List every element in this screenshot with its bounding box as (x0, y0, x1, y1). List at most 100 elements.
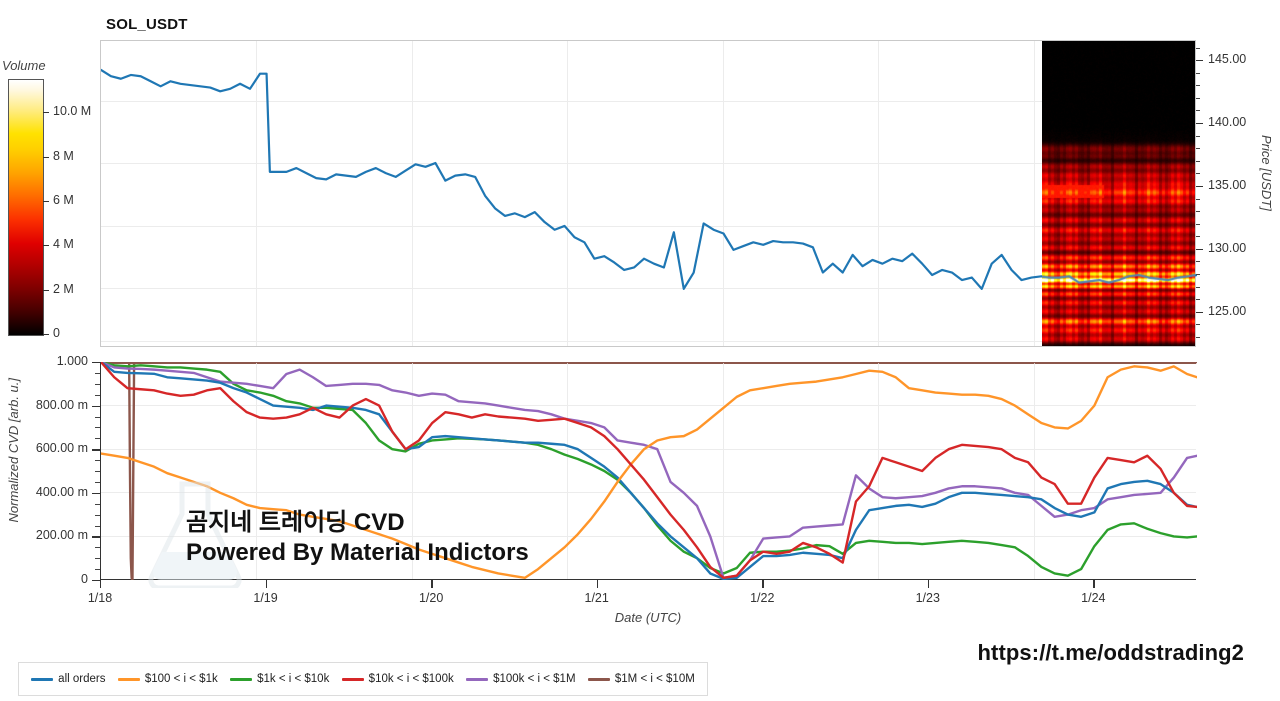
cvd-tick-minor (95, 438, 100, 440)
legend-swatch-icon (230, 677, 253, 681)
date-tick (1093, 580, 1095, 588)
price-tick-major (1196, 248, 1203, 250)
legend-label: all orders (58, 673, 106, 685)
cvd-tick-minor (95, 427, 100, 429)
orderbook-heatmap (1042, 41, 1195, 346)
price-tick-minor (1196, 72, 1200, 74)
price-tick-minor (1196, 274, 1200, 276)
cvd-tick-label: 600.00 m (35, 441, 88, 456)
colorbar-gradient (8, 79, 44, 336)
date-tick (596, 580, 599, 588)
legend-label: $100k < i < $1M (493, 673, 576, 685)
date-tick (265, 580, 267, 588)
date-tick-label: 1/18 (87, 591, 113, 605)
series--100k-i-1m (101, 362, 1197, 580)
legend-swatch-icon (31, 677, 54, 681)
legend-item-0[interactable]: all orders (31, 673, 105, 685)
price-tick-minor (1196, 110, 1200, 112)
price-tick-minor (1196, 211, 1200, 213)
legend-swatch-icon (587, 677, 610, 681)
price-tick-minor (1196, 236, 1200, 238)
cvd-lines (101, 362, 1197, 580)
legend-item-1[interactable]: $100 < i < $1k (117, 673, 218, 685)
date-tick (762, 580, 764, 588)
cvd-y-axis-title: Normalized CVD [arb. u.] (6, 378, 21, 523)
legend-swatch-icon (341, 677, 364, 681)
series--10k-i-100k (101, 362, 1197, 580)
price-tick-major (1196, 60, 1203, 62)
series--1m-i-10m (101, 362, 1197, 580)
cvd-tick-major (92, 492, 100, 495)
date-tick-label: 1/23 (915, 591, 940, 605)
watermark-line1: 곰지네 트레이딩 CVD (186, 509, 405, 536)
price-tick-minor (1196, 173, 1200, 175)
date-tick-label: 1/20 (418, 591, 444, 605)
cvd-tick-minor (95, 383, 100, 385)
watermark-line2: Powered By Material Indictors (186, 539, 529, 566)
price-tick-minor (1196, 47, 1200, 49)
price-tick-label: 135.00 (1208, 177, 1247, 192)
colorbar-tick (43, 112, 49, 114)
legend-item-2[interactable]: $1k < i < $10k (230, 673, 329, 685)
price-tick-minor (1196, 148, 1200, 150)
price-tick-label: 125.00 (1208, 303, 1247, 318)
colorbar-tick-label: 8 M (53, 148, 74, 163)
colorbar-tick (43, 200, 49, 202)
colorbar-tick-label: 6 M (53, 192, 74, 207)
telegram-url[interactable]: https://t.me/oddstrading2 (977, 640, 1244, 665)
colorbar-tick-label: 0 (53, 326, 60, 340)
cvd-tick-major (92, 405, 100, 407)
date-tick-label: 1/21 (584, 591, 609, 605)
price-axis-title: Price [USDT] (1259, 135, 1274, 211)
colorbar-tick (43, 289, 49, 291)
date-tick (100, 580, 102, 588)
cvd-x-axis-title: Date (UTC) (614, 610, 682, 625)
legend-label: $1M < i < $10M (614, 673, 695, 685)
price-tick-minor (1196, 97, 1200, 99)
colorbar-tick-label: 2 M (53, 281, 74, 296)
legend-item-4[interactable]: $100k < i < $1M (466, 673, 576, 685)
legend-item-3[interactable]: $10k < i < $100k (341, 673, 454, 685)
cvd-tick-minor (95, 525, 100, 527)
colorbar-tick (43, 245, 49, 247)
series-all-orders (101, 362, 1197, 580)
price-tick-major (1196, 185, 1203, 187)
legend-label: $1k < i < $10k (257, 673, 330, 685)
cvd-tick-label: 400.00 m (35, 484, 88, 499)
cvd-tick-minor (95, 503, 100, 505)
watermark-text: 곰지네 트레이딩 CVD Powered By Material Indicto… (186, 508, 529, 568)
price-tick-label: 140.00 (1208, 115, 1247, 130)
colorbar-tick-label: 4 M (53, 237, 74, 252)
date-tick-label: 1/19 (253, 591, 278, 605)
colorbar-tick (43, 156, 49, 158)
cvd-tick-minor (95, 514, 100, 516)
price-tick-minor (1196, 299, 1200, 301)
cvd-tick-major (92, 449, 100, 451)
legend-swatch-icon (466, 677, 489, 681)
date-tick (927, 580, 930, 588)
price-tick-minor (1196, 135, 1200, 137)
cvd-tick-label: 800.00 m (35, 397, 88, 412)
volume-colorbar: Volume 10.0 M 8 M 6 M 4 M 2 M 0 (0, 58, 96, 340)
price-tick-minor (1196, 261, 1200, 263)
price-chart (100, 40, 1197, 347)
chart-legend: all orders $100 < i < $1k $1k < i < $10k $1… (18, 662, 708, 696)
price-axis: 145.00 140.00 135.00 130.00 125.00 Price [US… (1196, 40, 1280, 347)
price-tick-minor (1196, 160, 1200, 162)
series--100-i-1k (101, 365, 1197, 580)
price-tick-major (1196, 123, 1203, 125)
date-tick-label: 1/22 (750, 591, 775, 605)
legend-label: $10k < i < $100k (368, 673, 454, 685)
cvd-tick-major (92, 362, 100, 364)
series-price (101, 68, 1197, 290)
cvd-tick-major (92, 580, 100, 582)
price-tick-major (1196, 311, 1203, 313)
cvd-tick-minor (95, 481, 100, 483)
legend-item-5[interactable]: $1M < i < $10M (587, 673, 695, 685)
cvd-y-axis: 1.000 800.00 m 600.00 m 400.00 m 200.00 m 0 (10, 352, 102, 592)
price-tick-minor (1196, 324, 1200, 326)
cvd-tick-label: 1.000 (56, 354, 88, 368)
legend-swatch-icon (117, 677, 140, 681)
cvd-tick-minor (95, 547, 100, 549)
cvd-tick-minor (95, 372, 100, 374)
